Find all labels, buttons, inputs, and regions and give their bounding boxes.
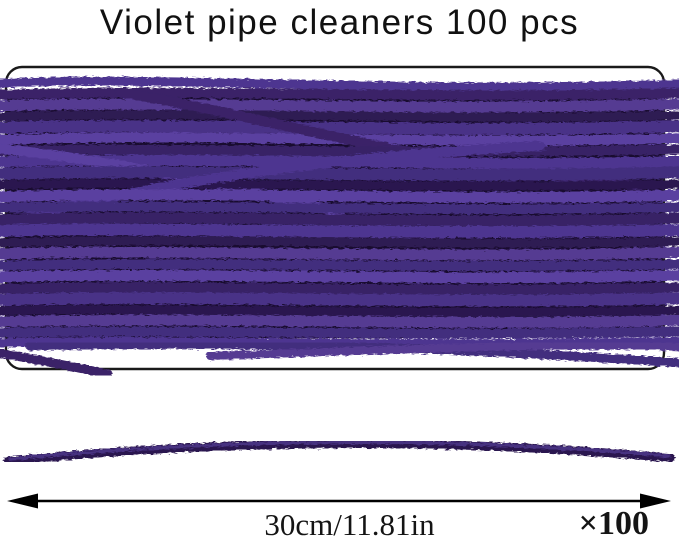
page-title: Violet pipe cleaners 100 pcs [99, 3, 580, 42]
strand-bundle [0, 76, 679, 349]
arrowhead-left-icon [7, 493, 38, 509]
arrowhead-right-icon [640, 493, 671, 509]
length-label: 30cm/11.81in [264, 507, 435, 542]
loose-strands [0, 339, 679, 379]
count-label: ×100 [578, 505, 649, 542]
measurement-arrow [7, 493, 671, 509]
single-pipe-cleaner [3, 439, 676, 466]
